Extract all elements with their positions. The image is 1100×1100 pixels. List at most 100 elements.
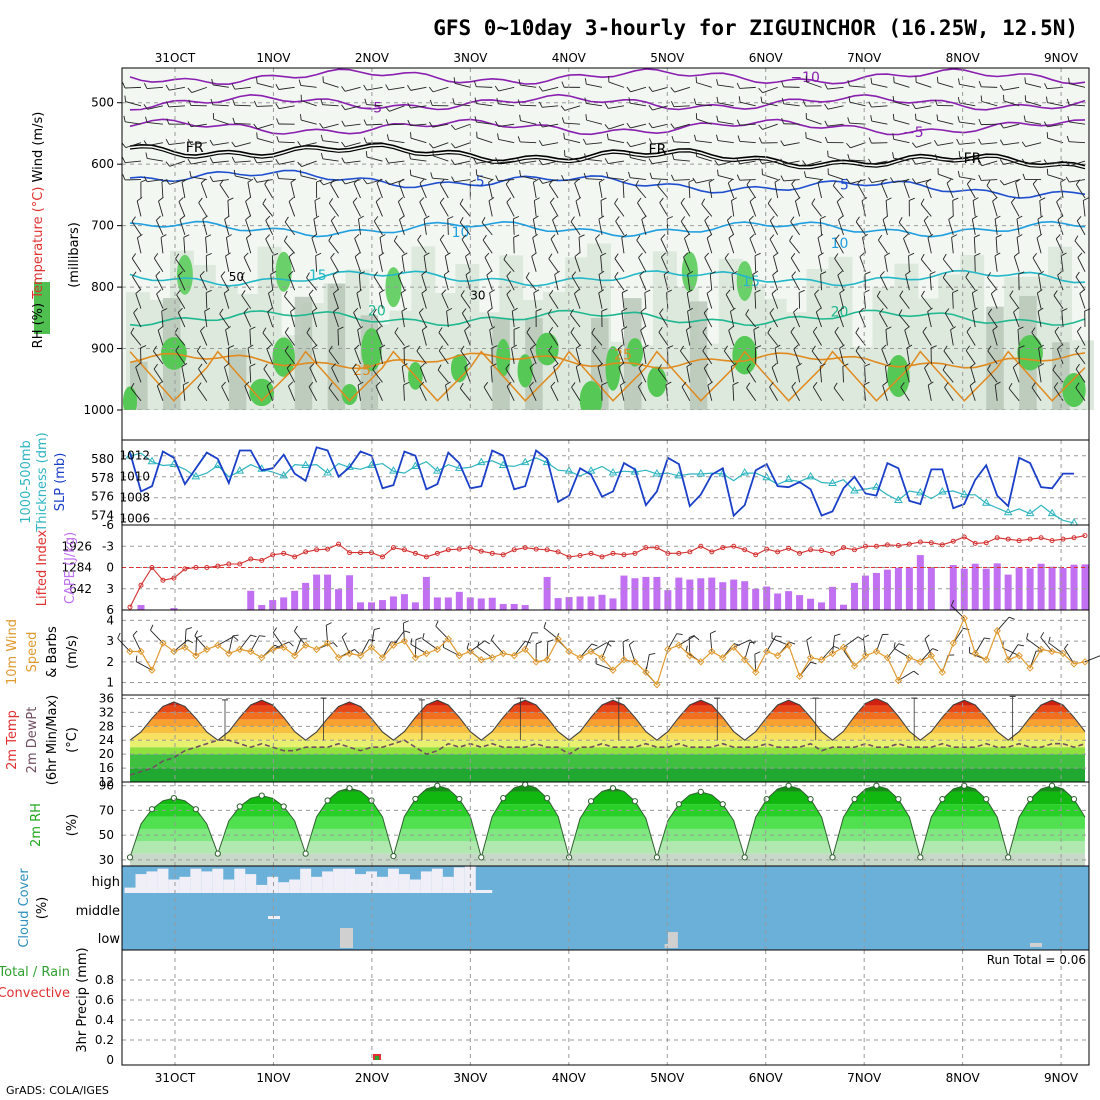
- lifted-index-point: [1038, 535, 1044, 541]
- rh-point: [346, 785, 353, 792]
- wind-barb: [1032, 257, 1042, 272]
- rh-point: [478, 854, 485, 861]
- wind-barb-flag: [165, 161, 171, 167]
- wind-barb-flag: [824, 83, 828, 90]
- wind-barb-flag: [680, 345, 685, 352]
- rh-moist-core: [176, 254, 193, 295]
- wind-barb-flag: [328, 345, 333, 352]
- wind-barb-flag: [373, 271, 378, 277]
- wind-barb: [417, 239, 427, 254]
- wind-barb-flag: [460, 290, 465, 296]
- wind-barb-flag: [660, 234, 666, 240]
- wind-barb: [245, 201, 252, 217]
- wind-barb: [484, 257, 493, 272]
- wind-barb-flag: [693, 98, 697, 105]
- wind-barb-flag: [746, 382, 751, 388]
- rh-point: [917, 854, 924, 861]
- wind-barb-flag: [972, 307, 978, 312]
- wind-barb-flag: [160, 234, 167, 238]
- wind-barb-flag: [243, 252, 249, 258]
- wind-barb-flag: [474, 97, 477, 104]
- wind-barb: [358, 274, 361, 291]
- wind-barb: [198, 368, 208, 383]
- wind-barb-flag: [649, 652, 656, 655]
- thickness-point: [806, 471, 815, 480]
- wind-barb: [454, 160, 471, 166]
- wind-barb: [532, 237, 537, 254]
- wind-barb: [212, 104, 229, 107]
- isotherm-line: [129, 142, 1086, 167]
- thickness-tick-label: 578: [91, 471, 114, 485]
- wind-barb-flag: [934, 99, 938, 106]
- wind-barb: [542, 86, 559, 92]
- date-label-bottom: 9NOV: [1044, 1071, 1079, 1085]
- date-label-top: 4NOV: [552, 51, 587, 65]
- wind-barb: [278, 86, 295, 90]
- wind-barb-flag: [418, 307, 424, 313]
- wind-barb: [531, 256, 537, 272]
- wind-barb: [410, 158, 427, 162]
- wind-barb-flag: [769, 381, 774, 388]
- wind-barb-flag: [1024, 77, 1027, 84]
- wind-barb: [322, 104, 339, 107]
- wind-barb-flag: [401, 363, 408, 367]
- wind-barb-flag: [385, 84, 389, 90]
- wind-barb-flag: [145, 116, 148, 123]
- wind-barb-flag: [481, 217, 486, 223]
- wind-barb-flag: [978, 118, 982, 125]
- wind-barb: [660, 238, 669, 254]
- wind-barb-flag: [686, 289, 693, 294]
- wind-barb: [1036, 292, 1042, 309]
- wind-barb: [200, 330, 208, 346]
- rh-point: [675, 801, 682, 808]
- wind-speed-point: [741, 656, 749, 664]
- wind-barb-flag: [372, 364, 377, 370]
- wind-barb-flag: [1016, 215, 1023, 220]
- slp-tick-label: 1008: [119, 491, 150, 505]
- wind-barb-flag: [286, 363, 292, 369]
- wind-barb-flag: [175, 345, 180, 352]
- wind-barb-flag: [855, 345, 860, 352]
- cape-bar: [993, 563, 1001, 610]
- wind-speed-point: [993, 627, 1001, 635]
- wind-barb-flag: [1045, 96, 1048, 103]
- wind-barb: [981, 179, 998, 181]
- wind-barb-flag: [1026, 632, 1029, 639]
- wind-speed-point: [170, 647, 178, 656]
- wind-barb-flag: [957, 116, 960, 123]
- wind-barb: [774, 182, 779, 199]
- wind-barb-flag: [670, 101, 675, 107]
- wind-barb-flag: [228, 345, 235, 349]
- wind-barb: [994, 218, 998, 235]
- wind-barb-flag: [912, 158, 917, 165]
- cape-bar: [455, 591, 463, 610]
- wind-barb: [344, 160, 361, 164]
- wind-barb-flag: [363, 84, 368, 91]
- wind-barb-flag: [921, 290, 925, 297]
- lifted-index-point: [961, 534, 967, 540]
- thickness-point: [740, 468, 750, 476]
- wind-barb: [876, 295, 888, 309]
- wind-barb-flag: [728, 233, 734, 239]
- wind-barb-flag: [299, 169, 302, 176]
- temperature-band: [130, 712, 1085, 720]
- wind-barb-flag: [994, 381, 1001, 386]
- temperature-ylabel: 2m Temp 2m DewPt (6hr Min/Max) (°C): [5, 695, 80, 785]
- wind-barb-flag: [385, 179, 390, 186]
- wind-barb-flag: [899, 290, 904, 297]
- wind-barb-flag: [637, 197, 642, 204]
- rh-point: [609, 785, 617, 792]
- wind-barb: [995, 237, 998, 254]
- wind-barb: [246, 237, 252, 254]
- wind-barb-flag: [992, 197, 998, 202]
- rh-moist-core: [517, 354, 533, 388]
- wind-barb: [394, 332, 405, 346]
- thickness-point: [520, 457, 530, 466]
- wind-barb-flag: [791, 179, 796, 185]
- wind-barb-flag: [354, 234, 360, 239]
- wind-barb-flag: [379, 234, 386, 238]
- thickness-point: [762, 472, 772, 481]
- lifted-index-point: [753, 552, 759, 558]
- wind-barb-flag: [1013, 307, 1019, 313]
- wind-barb: [174, 332, 186, 346]
